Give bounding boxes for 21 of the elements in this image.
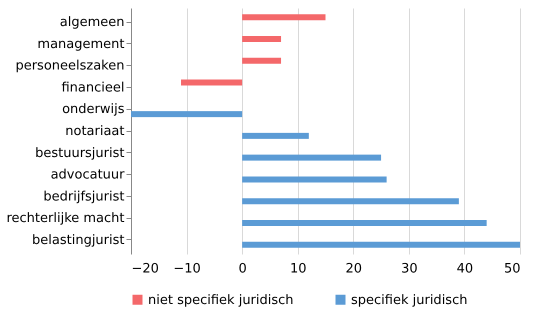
- y-tick-label: onderwijs: [62, 102, 125, 118]
- y-tick-label: advocatuur: [50, 168, 126, 183]
- x-tick-label: 20: [346, 262, 362, 276]
- x-tick-label: 30: [401, 262, 418, 276]
- legend-label: specifiek juridisch: [351, 292, 468, 308]
- x-tick-label: 10: [290, 262, 306, 276]
- x-tick-label: 50: [504, 262, 520, 276]
- y-tick-label: algemeen: [60, 15, 124, 30]
- y-tick-label: rechterlijke macht: [6, 211, 124, 226]
- x-tick-label: 0: [238, 262, 247, 276]
- y-tick-label: belastingjurist: [32, 232, 124, 248]
- y-tick-label: financieel: [61, 80, 124, 96]
- y-tick-label: bedrijfsjurist: [43, 189, 124, 204]
- y-tick-label: personeelszaken: [15, 58, 124, 74]
- legend-label: niet specifiek juridisch: [148, 292, 294, 308]
- y-tick-label: bestuursjurist: [35, 146, 124, 161]
- y-tick-label: notariaat: [65, 124, 124, 139]
- x-tick-label: −20: [132, 262, 159, 276]
- x-tick-label: −10: [173, 262, 201, 276]
- x-tick-label: 40: [456, 262, 474, 276]
- y-tick-label: management: [37, 36, 124, 52]
